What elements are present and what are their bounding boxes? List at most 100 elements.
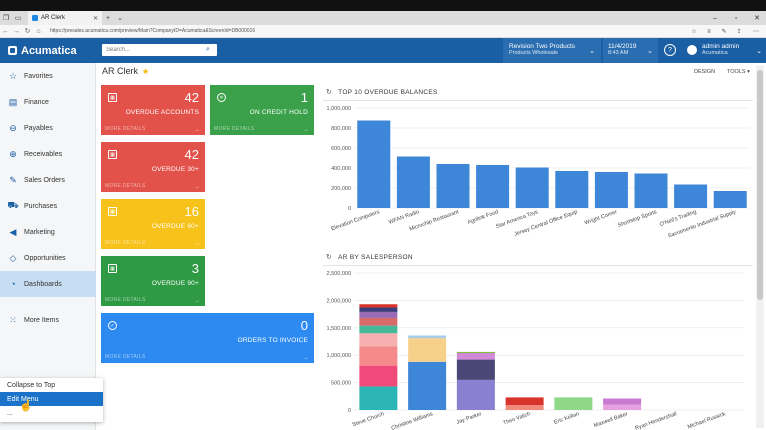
divider: [323, 265, 753, 266]
browser-tab[interactable]: AR Clerk ✕: [28, 11, 102, 25]
x-tick-label: Ryan Hendershall: [634, 411, 677, 430]
maximize-icon[interactable]: ▫: [734, 14, 738, 22]
collapse-to-top-item[interactable]: Collapse to Top: [7, 381, 56, 389]
bar: [713, 191, 747, 208]
tile-overdue-30[interactable]: ▦ 42 OVERDUE 30+ MORE DETAILS →: [101, 142, 205, 192]
tab-dropdown-icon[interactable]: ⌄: [117, 15, 123, 22]
tools-button[interactable]: TOOLS ▾: [727, 69, 750, 75]
search-box[interactable]: ⌕: [102, 44, 217, 56]
x-tick-label: Michael Russick: [687, 411, 727, 430]
sidebar-item-receivables[interactable]: ⊕ Receivables: [0, 141, 96, 167]
notes-icon[interactable]: ✎: [721, 29, 727, 35]
sidebar-item-sales-orders[interactable]: ✎ Sales Orders: [0, 167, 96, 193]
forward-icon[interactable]: →: [13, 27, 20, 35]
tile-caption: OVERDUE 60+: [151, 223, 199, 230]
stack-segment: [359, 325, 398, 334]
url-field[interactable]: https://presales.acumatica.com/preview/M…: [50, 28, 256, 34]
more-details-link[interactable]: MORE DETAILS: [105, 126, 146, 132]
tile-overdue-60[interactable]: ▦ 16 OVERDUE 60+ MORE DETAILS →: [101, 199, 205, 249]
chevron-down-icon: ⌄: [589, 48, 595, 55]
tile-overdue-accounts[interactable]: ▦ 42 OVERDUE ACCOUNTS MORE DETAILS →: [101, 85, 205, 135]
y-tick-label: 800,000: [331, 126, 351, 132]
sidebar-item-purchases[interactable]: ⛟ Purchases: [0, 193, 96, 219]
sidebar: ☆ Favorites ▤ Finance ⊖ Payables ⊕ Receivabl…: [0, 63, 96, 430]
stack-segment: [505, 397, 544, 406]
more-menu-item[interactable]: ...: [7, 409, 13, 417]
tab-list-icon[interactable]: ▭: [14, 15, 22, 22]
stack-segment: [603, 404, 642, 410]
address-bar: ← → ↻ ⌂ https://presales.acumatica.com/p…: [0, 25, 766, 38]
sidebar-item-marketing[interactable]: ◀ Marketing: [0, 219, 96, 245]
favorite-star-icon[interactable]: ★: [142, 66, 150, 76]
bar: [436, 164, 470, 208]
close-window-icon[interactable]: ✕: [754, 15, 760, 22]
stack-segment: [554, 397, 593, 410]
stack-segment: [359, 317, 398, 326]
user-menu[interactable]: admin admin Acumatica ⌄: [682, 38, 766, 63]
refresh-icon[interactable]: ↻: [24, 28, 31, 35]
bar: [476, 165, 510, 208]
overdue-balances-chart: 0 200,000 400,000 600,000 800,000 1,000,000 El…: [327, 106, 750, 238]
x-tick-label: Sacramento Industrial Supply: [667, 209, 737, 238]
tile-orders-to-invoice[interactable]: ✓ 0 ORDERS TO INVOICE MORE DETAILS →: [101, 313, 314, 363]
more-details-link[interactable]: MORE DETAILS: [105, 240, 146, 246]
browser-menu-icon[interactable]: ⋯: [753, 29, 759, 35]
tile-overdue-90[interactable]: ▦ 3 OVERDUE 90+ MORE DETAILS →: [101, 256, 205, 306]
acumatica-favicon-icon: [32, 15, 38, 21]
ar-by-salesperson-chart: 0 500,000 1,000,000 1,500,000 2,000,000 2,500…: [327, 271, 744, 430]
refresh-icon[interactable]: ↻: [326, 89, 333, 96]
stack-segment: [408, 361, 447, 410]
x-tick-label: Elevation Computers: [330, 209, 380, 232]
design-button[interactable]: DESIGN: [694, 69, 716, 75]
cart-icon: ⛟: [7, 200, 19, 210]
bar: [357, 120, 391, 208]
share-icon[interactable]: ⇪: [736, 29, 742, 35]
refresh-icon[interactable]: ↻: [326, 254, 333, 261]
back-icon[interactable]: ←: [2, 27, 9, 35]
bar: [396, 156, 430, 208]
more-details-link[interactable]: MORE DETAILS: [214, 126, 255, 132]
business-time: 8:43 AM: [608, 50, 629, 56]
x-tick-label: Eric Kellan: [553, 411, 580, 426]
edit-icon: ✎: [9, 174, 17, 185]
edit-menu-item[interactable]: Edit Menu: [0, 392, 103, 406]
arrow-right-icon: →: [303, 127, 309, 133]
chart-title: AR BY SALESPERSON: [338, 253, 413, 261]
sidebar-item-more-items[interactable]: ⁙ More Items: [0, 307, 96, 333]
sidebar-item-finance[interactable]: ▤ Finance: [0, 89, 96, 115]
sidebar-item-payables[interactable]: ⊖ Payables: [0, 115, 96, 141]
caret-down-icon: ▾: [747, 69, 750, 75]
sidebar-item-opportunities[interactable]: ◇ Opportunities: [0, 245, 96, 271]
home-icon[interactable]: ⌂: [36, 27, 41, 35]
bar: [515, 167, 549, 208]
minimize-icon[interactable]: –: [713, 14, 717, 22]
new-tab-icon[interactable]: +: [105, 14, 111, 22]
chevron-down-icon: ⌄: [756, 48, 762, 55]
favorites-star-icon[interactable]: ☆: [691, 29, 697, 35]
divider: [323, 100, 753, 101]
arrow-right-icon: →: [194, 298, 200, 304]
stack-segment: [359, 386, 398, 410]
arrow-right-icon: →: [194, 184, 200, 190]
sidebar-item-dashboards[interactable]: ◔ Dashboards: [0, 271, 96, 297]
scrollbar-thumb[interactable]: [757, 70, 763, 300]
business-date-selector[interactable]: 11/4/2019 8:43 AM ⌄: [603, 38, 658, 63]
help-icon[interactable]: ?: [664, 44, 676, 56]
sidebar-item-favorites[interactable]: ☆ Favorites: [0, 63, 96, 89]
avatar: [687, 45, 697, 55]
search-icon[interactable]: ⌕: [206, 46, 210, 53]
company-selector[interactable]: Revision Two Products Products Wholesale…: [503, 38, 601, 63]
reading-list-icon[interactable]: ≡: [707, 28, 711, 35]
acumatica-logo[interactable]: Acumatica: [8, 38, 77, 63]
y-tick-label: 1,500,000: [327, 326, 351, 332]
logo-text: Acumatica: [21, 44, 77, 57]
more-details-link[interactable]: MORE DETAILS: [105, 183, 146, 189]
tile-on-credit-hold[interactable]: ✕ 1 ON CREDIT HOLD MORE DETAILS →: [210, 85, 314, 135]
tab-actions-icon[interactable]: ❐: [2, 15, 10, 22]
scrollbar[interactable]: [756, 66, 764, 428]
sidebar-item-label: Dashboards: [24, 280, 62, 288]
more-details-link[interactable]: MORE DETAILS: [105, 297, 146, 303]
search-input[interactable]: [106, 47, 206, 53]
more-details-link[interactable]: MORE DETAILS: [105, 354, 146, 360]
close-tab-icon[interactable]: ✕: [92, 15, 98, 22]
